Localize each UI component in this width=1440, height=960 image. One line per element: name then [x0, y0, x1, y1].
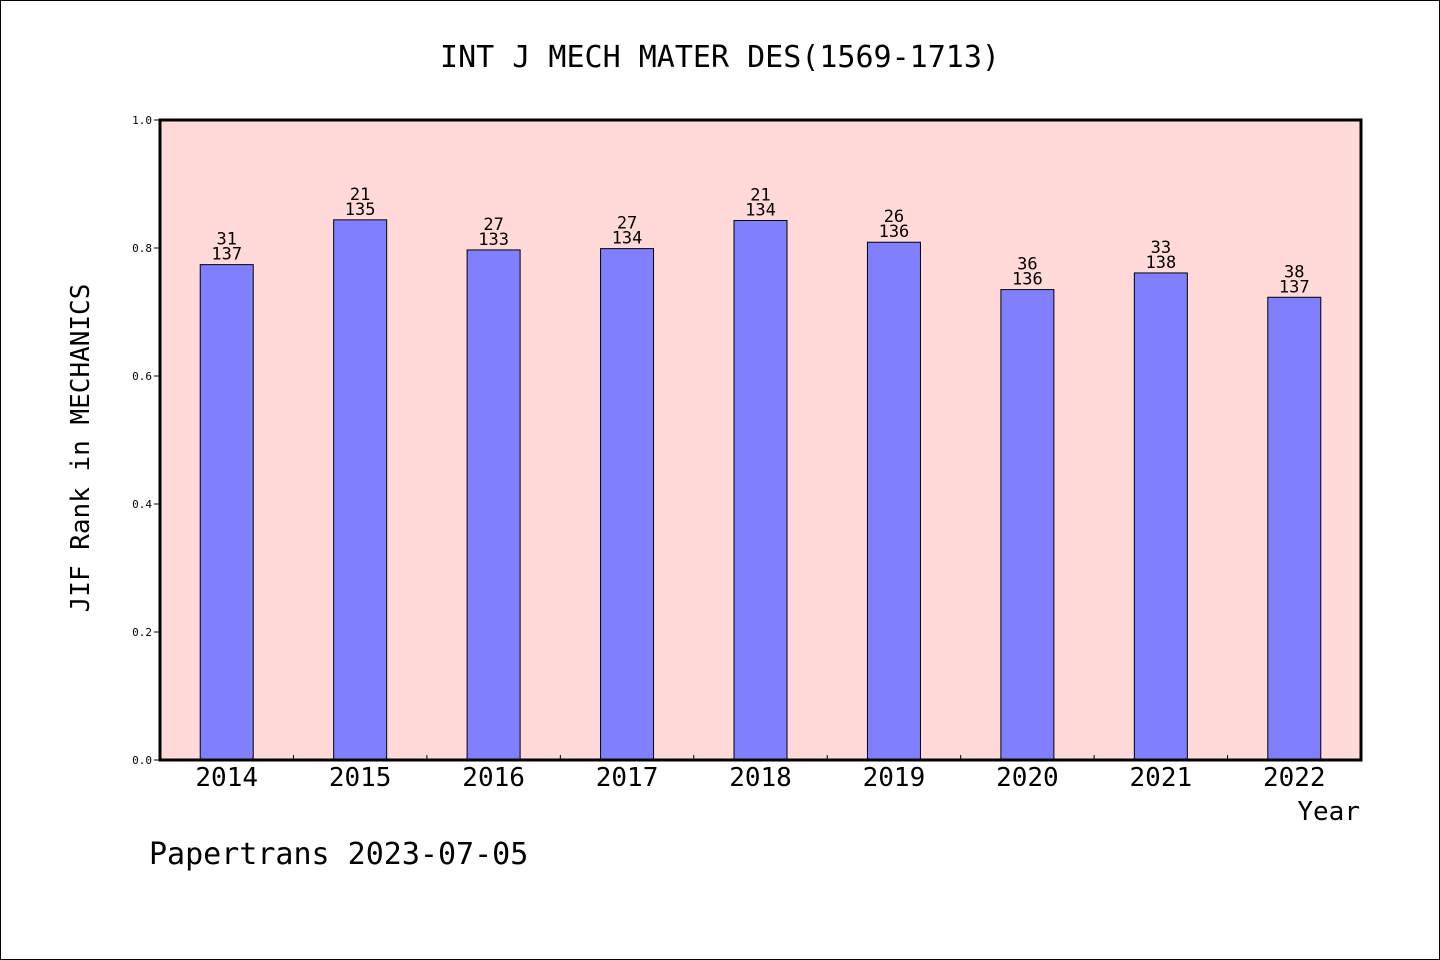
- y-axis-ticks: 0.0 0.2 0.4 0.6 0.8 1.0: [132, 114, 160, 767]
- bar: [199, 264, 254, 761]
- bar-rank-label: 36: [1017, 255, 1037, 275]
- bar-total-label: 136: [1012, 270, 1043, 290]
- footer-credit: Papertrans 2023-07-05: [149, 837, 528, 872]
- x-tick-label: 2014: [195, 763, 258, 793]
- x-tick-label: 2017: [596, 763, 659, 793]
- y-tick-label: 0.8: [132, 242, 152, 255]
- bar: [1267, 296, 1322, 761]
- bar-total-label: 135: [345, 200, 376, 220]
- x-tick-label: 2020: [996, 763, 1059, 793]
- bar: [1000, 289, 1055, 761]
- bar-total-label: 137: [211, 245, 242, 265]
- bar: [733, 219, 788, 761]
- bar: [866, 241, 921, 761]
- y-tick-label: 0.4: [132, 498, 152, 511]
- y-axis-label: JIF Rank in MECHANICS: [66, 284, 96, 613]
- bar-total-label: 134: [745, 200, 776, 220]
- bar-rank-label: 21: [750, 185, 770, 205]
- bar: [333, 219, 388, 761]
- x-axis-ticks: 2014 2015 2016 2017 2018 2019 2020 2021 2022: [195, 755, 1326, 793]
- bar-rank-label: 31: [216, 230, 236, 250]
- chart-title: INT J MECH MATER DES(1569-1713): [440, 40, 1000, 75]
- bar-total-label: 137: [1279, 277, 1310, 297]
- y-tick-label: 0.2: [132, 626, 152, 639]
- x-tick-label: 2016: [462, 763, 525, 793]
- y-tick-label: 0.0: [132, 754, 152, 767]
- y-tick-label: 0.6: [132, 370, 152, 383]
- bar: [466, 249, 521, 761]
- bar-rank-label: 26: [884, 207, 904, 227]
- x-tick-label: 2019: [863, 763, 926, 793]
- x-tick-label: 2021: [1130, 763, 1193, 793]
- bar-rank-label: 27: [617, 214, 637, 234]
- bar-rank-label: 38: [1284, 262, 1304, 282]
- bar-rank-label: 21: [350, 185, 370, 205]
- bar-rank-label: 33: [1151, 238, 1171, 258]
- x-axis-label: Year: [1297, 797, 1360, 827]
- bar-total-label: 134: [612, 229, 643, 249]
- bar: [600, 248, 655, 761]
- plot-border: [158, 118, 1363, 762]
- bar-rank-label: 27: [483, 215, 503, 235]
- x-tick-label: 2022: [1263, 763, 1326, 793]
- x-tick-label: 2018: [729, 763, 792, 793]
- bar: [1133, 272, 1188, 761]
- bar-total-label: 138: [1145, 253, 1176, 273]
- bar-total-label: 133: [478, 230, 509, 250]
- bar-total-label: 136: [879, 222, 910, 242]
- x-tick-label: 2015: [329, 763, 392, 793]
- y-tick-label: 1.0: [132, 114, 152, 127]
